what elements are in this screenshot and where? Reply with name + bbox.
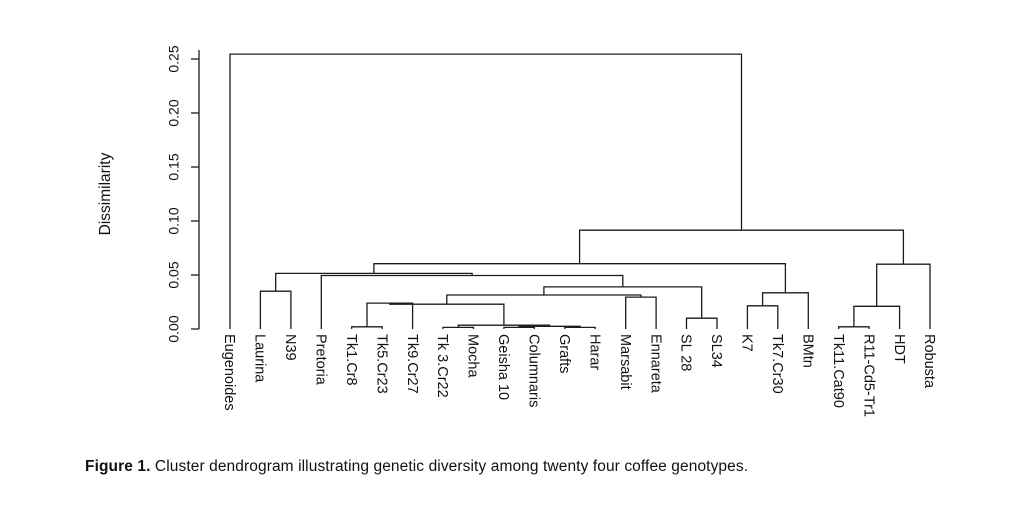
dendrogram-link xyxy=(625,296,657,329)
dendrogram-link xyxy=(685,317,718,329)
leaf-label: Tk1.Cr8 xyxy=(343,334,359,386)
leaf-label: Columnaris xyxy=(526,334,542,407)
leaf-label: Eugenoides xyxy=(221,334,237,411)
leaf-label: N39 xyxy=(282,334,298,361)
dendrogram-link xyxy=(853,305,901,329)
dendrogram-link xyxy=(446,294,642,305)
y-tick-label: 0.00 xyxy=(166,315,182,342)
dendrogram-link xyxy=(543,286,703,319)
y-tick-label: 0.10 xyxy=(166,207,182,234)
leaf-label: SL34 xyxy=(708,334,724,368)
leaf-label: Tk 3.Cr22 xyxy=(434,334,450,398)
leaf-label: Robusta xyxy=(921,334,937,389)
leaf-label: Ennareta xyxy=(647,334,663,394)
dendrogram-link xyxy=(351,326,383,329)
leaf-label: BMtn xyxy=(800,334,816,368)
leaf-label: Pretoria xyxy=(313,334,329,386)
dendrogram-link xyxy=(503,326,535,329)
leaf-label: Tk7.Cr30 xyxy=(769,334,785,394)
dendrogram-link xyxy=(761,292,809,329)
dendrogram-link xyxy=(373,263,787,293)
dendrogram-link xyxy=(746,305,779,329)
y-tick-label: 0.15 xyxy=(166,153,182,180)
leaf-label: Grafts xyxy=(556,334,572,373)
figure-caption-text: Cluster dendrogram illustrating genetic … xyxy=(150,458,749,475)
leaf-label: Mocha xyxy=(465,334,481,378)
leaf-label: Marsabit xyxy=(617,334,633,390)
figure-caption: Figure 1. Cluster dendrogram illustratin… xyxy=(85,458,748,476)
y-axis-label: Dissimilarity xyxy=(97,152,114,235)
dendrogram-link xyxy=(876,263,931,329)
y-tick-label: 0.25 xyxy=(166,45,182,72)
dendrogram-link xyxy=(578,229,905,265)
figure-caption-label: Figure 1. xyxy=(85,458,151,475)
leaf-label: Tk9.Cr27 xyxy=(404,334,420,394)
leaf-label: R11-Cd5-Tr1 xyxy=(860,334,876,417)
dendrogram-link xyxy=(564,326,596,329)
leaf-label: Tk5.Cr23 xyxy=(373,334,389,394)
leaf-label: Laurina xyxy=(252,334,268,383)
dendrogram-chart: 0.00 0.05 0.10 0.15 0.20 0.25 Dissimilarity Eug… xyxy=(97,45,937,417)
dendrogram-link xyxy=(366,302,414,329)
dendrogram-link xyxy=(259,290,292,329)
leaf-label: K7 xyxy=(739,334,755,352)
dendrogram-link xyxy=(229,53,743,329)
dendrogram-link xyxy=(838,326,870,329)
leaf-label: HDT xyxy=(891,334,907,364)
leaf-label: Harar xyxy=(586,334,602,370)
leaf-label: Tk11.Cat90 xyxy=(830,334,846,408)
y-tick-label: 0.05 xyxy=(166,261,182,288)
leaf-label: SL 28 xyxy=(678,334,694,371)
y-tick-label: 0.20 xyxy=(166,99,182,126)
dendrogram-link xyxy=(442,326,475,329)
leaf-label: Geisha 10 xyxy=(495,334,511,400)
dendrogram-link xyxy=(389,303,505,326)
